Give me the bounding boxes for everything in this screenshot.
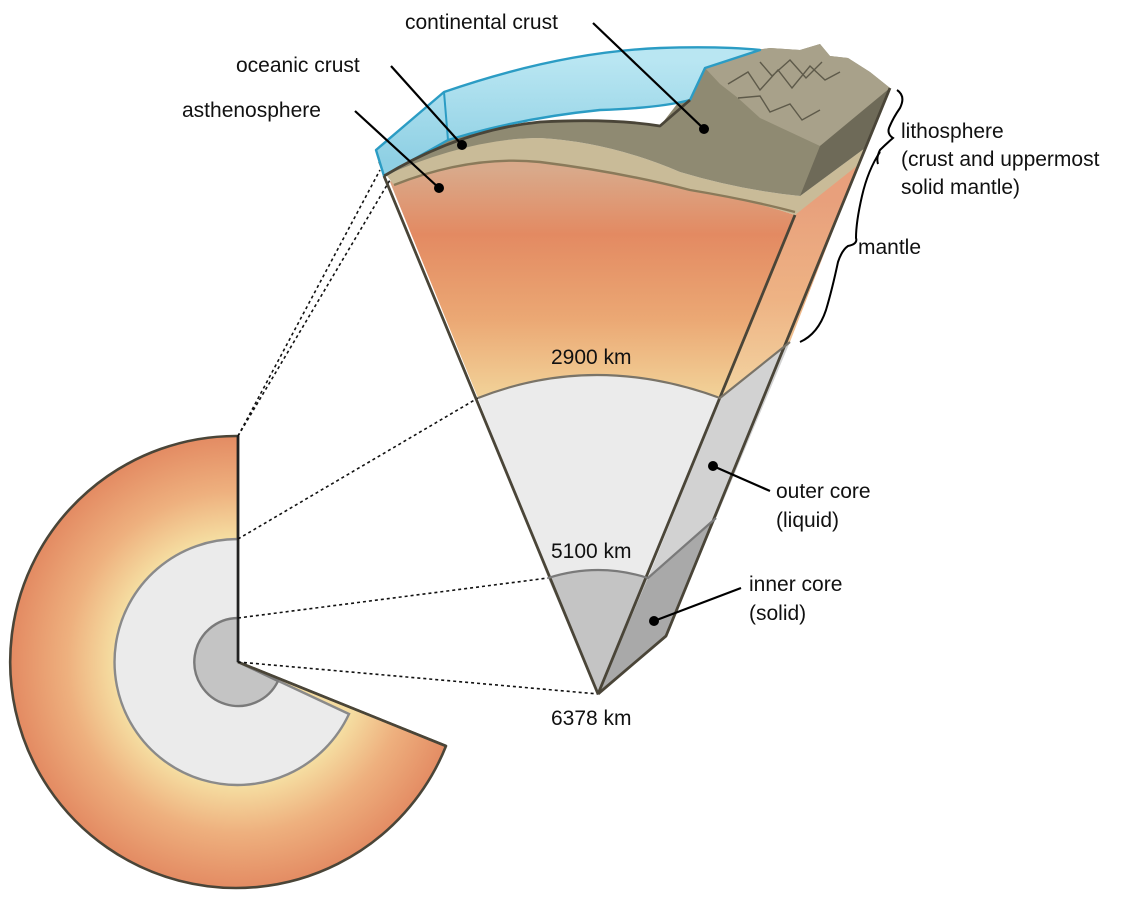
dot-asthenosphere (434, 183, 444, 193)
wedge-side-outer-core (648, 342, 790, 578)
label-inner-core-line2: (solid) (749, 602, 806, 625)
wedge-ocean (374, 46, 762, 178)
mantle-brace (799, 151, 881, 343)
dot-outer-core (708, 461, 718, 471)
projection-line-center (237, 661, 599, 695)
continent-top-face (705, 44, 890, 146)
earth-cross-section-small (8, 434, 448, 890)
label-asthenosphere: asthenosphere (182, 99, 321, 122)
leader-lines (354, 22, 771, 626)
lithosphere-brace (876, 89, 904, 165)
label-oceanic-crust: oceanic crust (236, 54, 360, 77)
label-outer-core-line2: (liquid) (776, 509, 839, 532)
wedge-outer-core (478, 375, 720, 578)
label-inner-core-line1: inner core (749, 573, 842, 596)
dot-inner-core (649, 616, 659, 626)
leader-asthenosphere (354, 110, 440, 189)
mantle-core-boundary (477, 341, 791, 400)
leader-inner-core (653, 586, 742, 623)
label-depth-5100: 5100 km (551, 540, 632, 563)
dot-continental-crust (699, 124, 709, 134)
projection-line-mantle-base (237, 397, 479, 540)
projection-lines (237, 169, 599, 695)
projection-line-surface-b (237, 179, 391, 437)
projection-line-outer-core-base (237, 577, 549, 619)
label-depth-2900: 2900 km (551, 346, 632, 369)
continent-right-face (800, 88, 890, 196)
leader-continental-crust (592, 22, 705, 130)
wedge-outline-front-right (596, 214, 797, 695)
wedge-outline-left (382, 175, 600, 695)
label-mantle: mantle (858, 236, 921, 259)
leader-oceanic-crust (390, 65, 463, 146)
outer-inner-core-boundary (547, 517, 717, 580)
small-inner-core (193, 616, 280, 708)
wedge-side-inner-core (598, 518, 716, 694)
leader-outer-core (712, 464, 771, 493)
wedge-mantle (390, 157, 795, 398)
label-lithosphere-line2: (crust and uppermost (901, 148, 1100, 171)
earth-wedge-large (374, 44, 892, 696)
label-lithosphere-line1: lithosphere (901, 120, 1004, 143)
projection-line-surface-a (237, 169, 381, 437)
labels: continental crust oceanic crust asthenos… (182, 11, 1100, 730)
wedge-asthenosphere-band (384, 138, 865, 215)
label-continental-crust: continental crust (405, 11, 558, 34)
mountain-ridges (727, 59, 841, 121)
label-outer-core-line1: outer core (776, 480, 871, 503)
asthenosphere-boundary (393, 159, 796, 214)
braces (799, 89, 904, 343)
crust-top-outline (383, 98, 691, 178)
small-cut-edge-lower (237, 660, 447, 748)
ocean-inner-edge (443, 91, 449, 141)
wedge-inner-core (548, 570, 648, 694)
dot-oceanic-crust (457, 140, 467, 150)
wedge-outline-right (597, 87, 892, 696)
label-lithosphere-line3: solid mantle) (901, 176, 1020, 199)
label-depth-6378: 6378 km (551, 707, 632, 730)
wedge-side-mantle (720, 148, 865, 398)
